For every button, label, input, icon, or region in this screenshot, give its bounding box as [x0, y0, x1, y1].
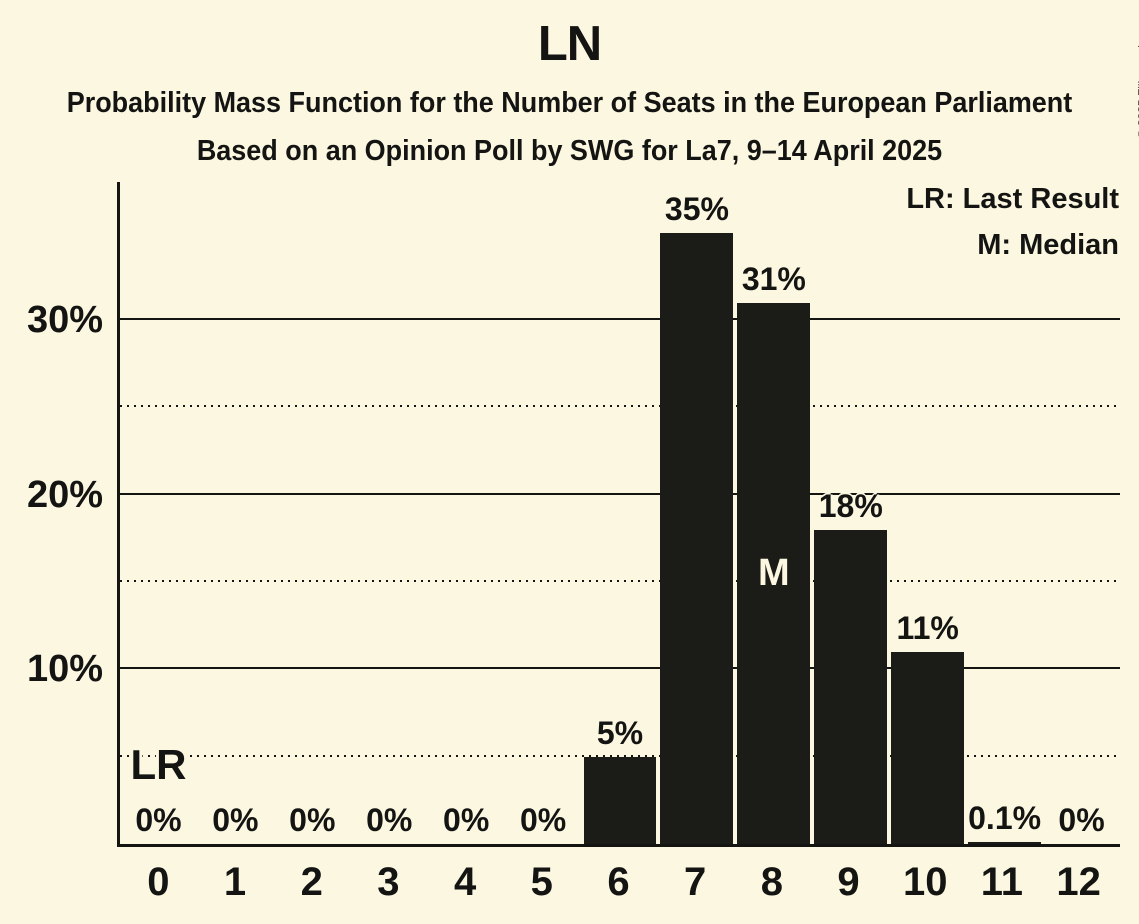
bar-slot-4: 0% — [428, 182, 505, 844]
gridline-20 — [120, 492, 1120, 495]
y-tick-10: 10% — [26, 648, 103, 691]
bar-slot-3: 0% — [351, 182, 428, 844]
bar-6 — [583, 756, 657, 844]
plot-area: 0% LR 0% 0% 0% 0% 0% 5% 35% 31% M 18% 11% 0.1% 0% — [117, 182, 1120, 847]
legend: LR: Last Result M: Median — [906, 183, 1119, 262]
bar-value-label-12: 0% — [1058, 802, 1105, 838]
bar-value-label-6: 5% — [596, 714, 644, 751]
gridline-10 — [120, 667, 1120, 670]
median-marker: M — [758, 552, 790, 595]
y-tick-20: 20% — [26, 473, 103, 516]
bar-value-label-3: 0% — [366, 802, 413, 838]
gridline-25 — [120, 405, 1120, 408]
bar-9 — [814, 529, 888, 844]
bar-slot-8: 31% M — [735, 182, 812, 844]
bar-value-label-1: 0% — [212, 802, 259, 838]
bar-value-label-10: 11% — [896, 609, 959, 646]
x-tick-1: 1 — [223, 860, 247, 904]
page-title: LN — [537, 17, 602, 71]
x-tick-3: 3 — [377, 860, 400, 904]
bar-slot-0: 0% LR — [120, 182, 197, 844]
bar-slot-2: 0% — [274, 182, 351, 844]
x-tick-7: 7 — [684, 860, 707, 904]
bar-value-label-8: 31% — [741, 260, 806, 297]
bars-container: 0% LR 0% 0% 0% 0% 0% 5% 35% 31% M 18% 11% 0.1% 0% — [120, 182, 1120, 844]
last-result-marker: LR — [130, 741, 187, 788]
gridline-5 — [120, 754, 1120, 757]
x-tick-5: 5 — [530, 860, 553, 904]
bar-11 — [968, 842, 1042, 844]
bar-value-label-9: 18% — [818, 487, 883, 524]
bar-value-label-11: 0.1% — [968, 800, 1042, 837]
y-tick-30: 30% — [26, 298, 103, 341]
bar-value-label-0: 0% — [135, 802, 182, 838]
bar-slot-7: 35% — [658, 182, 735, 844]
x-tick-8: 8 — [760, 860, 783, 904]
bar-slot-11: 0.1% — [966, 182, 1043, 844]
bar-slot-12: 0% — [1043, 182, 1120, 844]
legend-last-result: LR: Last Result — [906, 183, 1119, 215]
legend-median: M: Median — [977, 228, 1119, 261]
gridline-30 — [120, 318, 1120, 320]
x-axis-labels: 0 1 2 3 4 5 6 7 8 9 10 11 12 — [120, 860, 1117, 904]
chart-poll-source-line: Based on an Opinion Poll by SWG for La7,… — [196, 135, 943, 167]
x-tick-0: 0 — [147, 860, 170, 904]
bar-value-label-2: 0% — [289, 802, 336, 838]
gridline-15 — [120, 580, 1120, 582]
bar-7 — [660, 232, 734, 844]
x-tick-9: 9 — [837, 860, 860, 904]
y-axis-labels: 10% 20% 30% — [0, 182, 103, 847]
bar-8 — [737, 302, 811, 844]
x-tick-6: 6 — [607, 860, 630, 904]
bar-value-label-7: 35% — [664, 190, 729, 227]
bar-slot-1: 0% — [197, 182, 274, 844]
bar-value-label-5: 0% — [519, 802, 567, 838]
bar-10 — [891, 651, 965, 844]
x-tick-12: 12 — [1056, 860, 1101, 904]
x-tick-10: 10 — [902, 860, 948, 904]
x-tick-2: 2 — [300, 860, 323, 904]
x-tick-11: 11 — [980, 860, 1024, 904]
x-tick-4: 4 — [453, 860, 477, 904]
chart-subtitle: Probability Mass Function for the Number… — [66, 87, 1073, 119]
bar-value-label-4: 0% — [443, 802, 490, 838]
copyright-note: © 2025 Filip van Laenen — [1135, 8, 1139, 138]
bar-slot-10: 11% — [889, 182, 966, 844]
bar-slot-5: 0% — [505, 182, 582, 844]
bar-slot-6: 5% — [582, 182, 659, 844]
bar-slot-9: 18% — [812, 182, 889, 844]
